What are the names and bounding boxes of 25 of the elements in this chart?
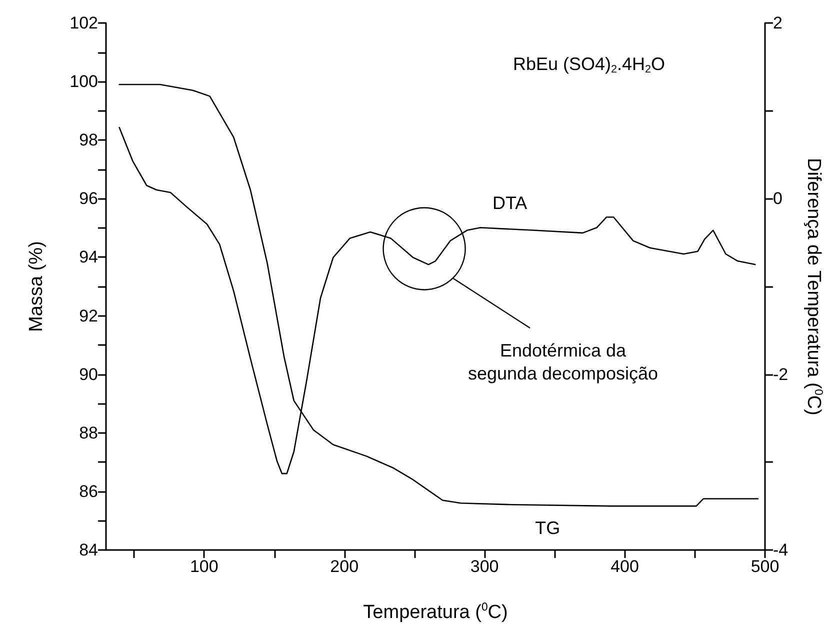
line-series	[118, 84, 759, 507]
y2-tick-label: 2	[773, 14, 782, 32]
y2-tick-label: -2	[773, 364, 788, 384]
series-label: TG	[535, 518, 560, 538]
y-tick-label: 84	[79, 540, 98, 560]
x-tick-label: 400	[610, 557, 639, 576]
y-tick-label: 90	[79, 364, 98, 384]
y2-tick-label: 0	[773, 189, 782, 208]
series-label: DTA	[492, 193, 528, 214]
y-tick-label: 100	[70, 72, 98, 92]
y-tick-label: 96	[79, 189, 98, 208]
y-tick-label: 86	[79, 482, 98, 501]
y-axis-title: Massa (%)	[26, 241, 47, 332]
y-tick-label: 92	[79, 306, 98, 326]
x-tick-label: 200	[330, 557, 359, 576]
y2-axis-title: Diferença de Temperatura (0C)	[802, 158, 824, 416]
y-tick-label: 94	[79, 248, 98, 267]
x-tick-label: 300	[470, 557, 499, 576]
y-tick-label: 88	[79, 423, 98, 442]
y-tick-label: 98	[79, 130, 98, 150]
y2-tick-label: -4	[773, 540, 788, 560]
x-tick-label: 500	[750, 557, 780, 576]
x-tick-label: 100	[190, 557, 218, 576]
annotation: Endotérmica da segunda decomposição	[468, 340, 658, 384]
y-tick-label: 102	[70, 14, 98, 32]
